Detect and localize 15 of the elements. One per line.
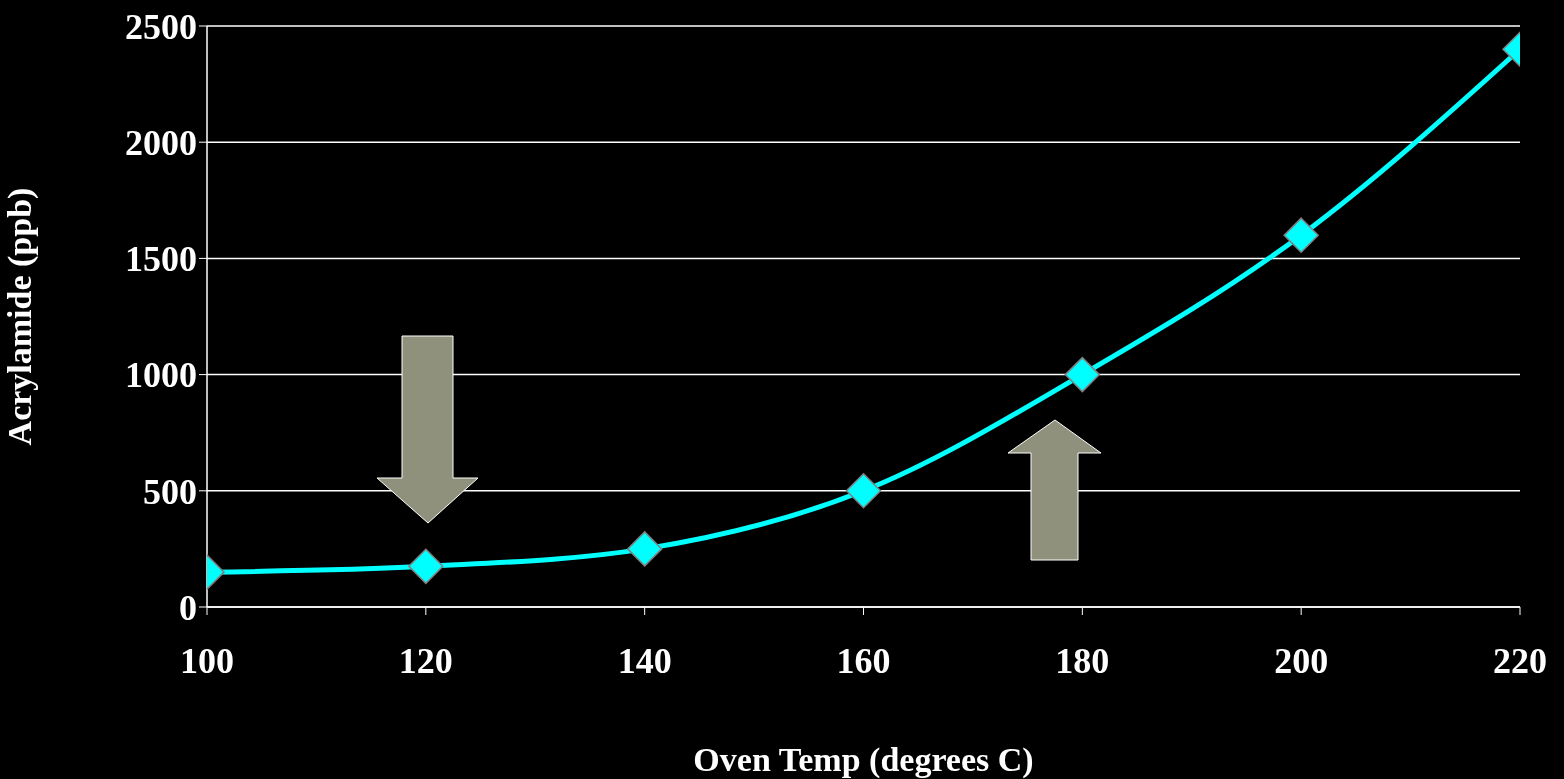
y-tick-label: 1000 (125, 355, 197, 396)
y-tick-label: 2500 (125, 6, 197, 47)
x-tick-label: 160 (836, 640, 891, 681)
y-tick-label: 2000 (125, 122, 197, 163)
y-axis-title: Acrylamide (ppb) (1, 187, 40, 446)
x-tick-label: 220 (1493, 640, 1547, 681)
x-tick-label: 140 (617, 640, 672, 681)
y-tick-label: 500 (143, 471, 197, 512)
x-tick-label: 200 (1274, 640, 1329, 681)
x-axis-title: Oven Temp (degrees C) (693, 741, 1034, 779)
y-tick-label: 1500 (125, 239, 197, 280)
x-tick-label: 180 (1055, 640, 1110, 681)
x-tick-label: 120 (398, 640, 453, 681)
x-tick-label: 100 (180, 640, 234, 681)
y-tick-label: 0 (179, 587, 197, 628)
